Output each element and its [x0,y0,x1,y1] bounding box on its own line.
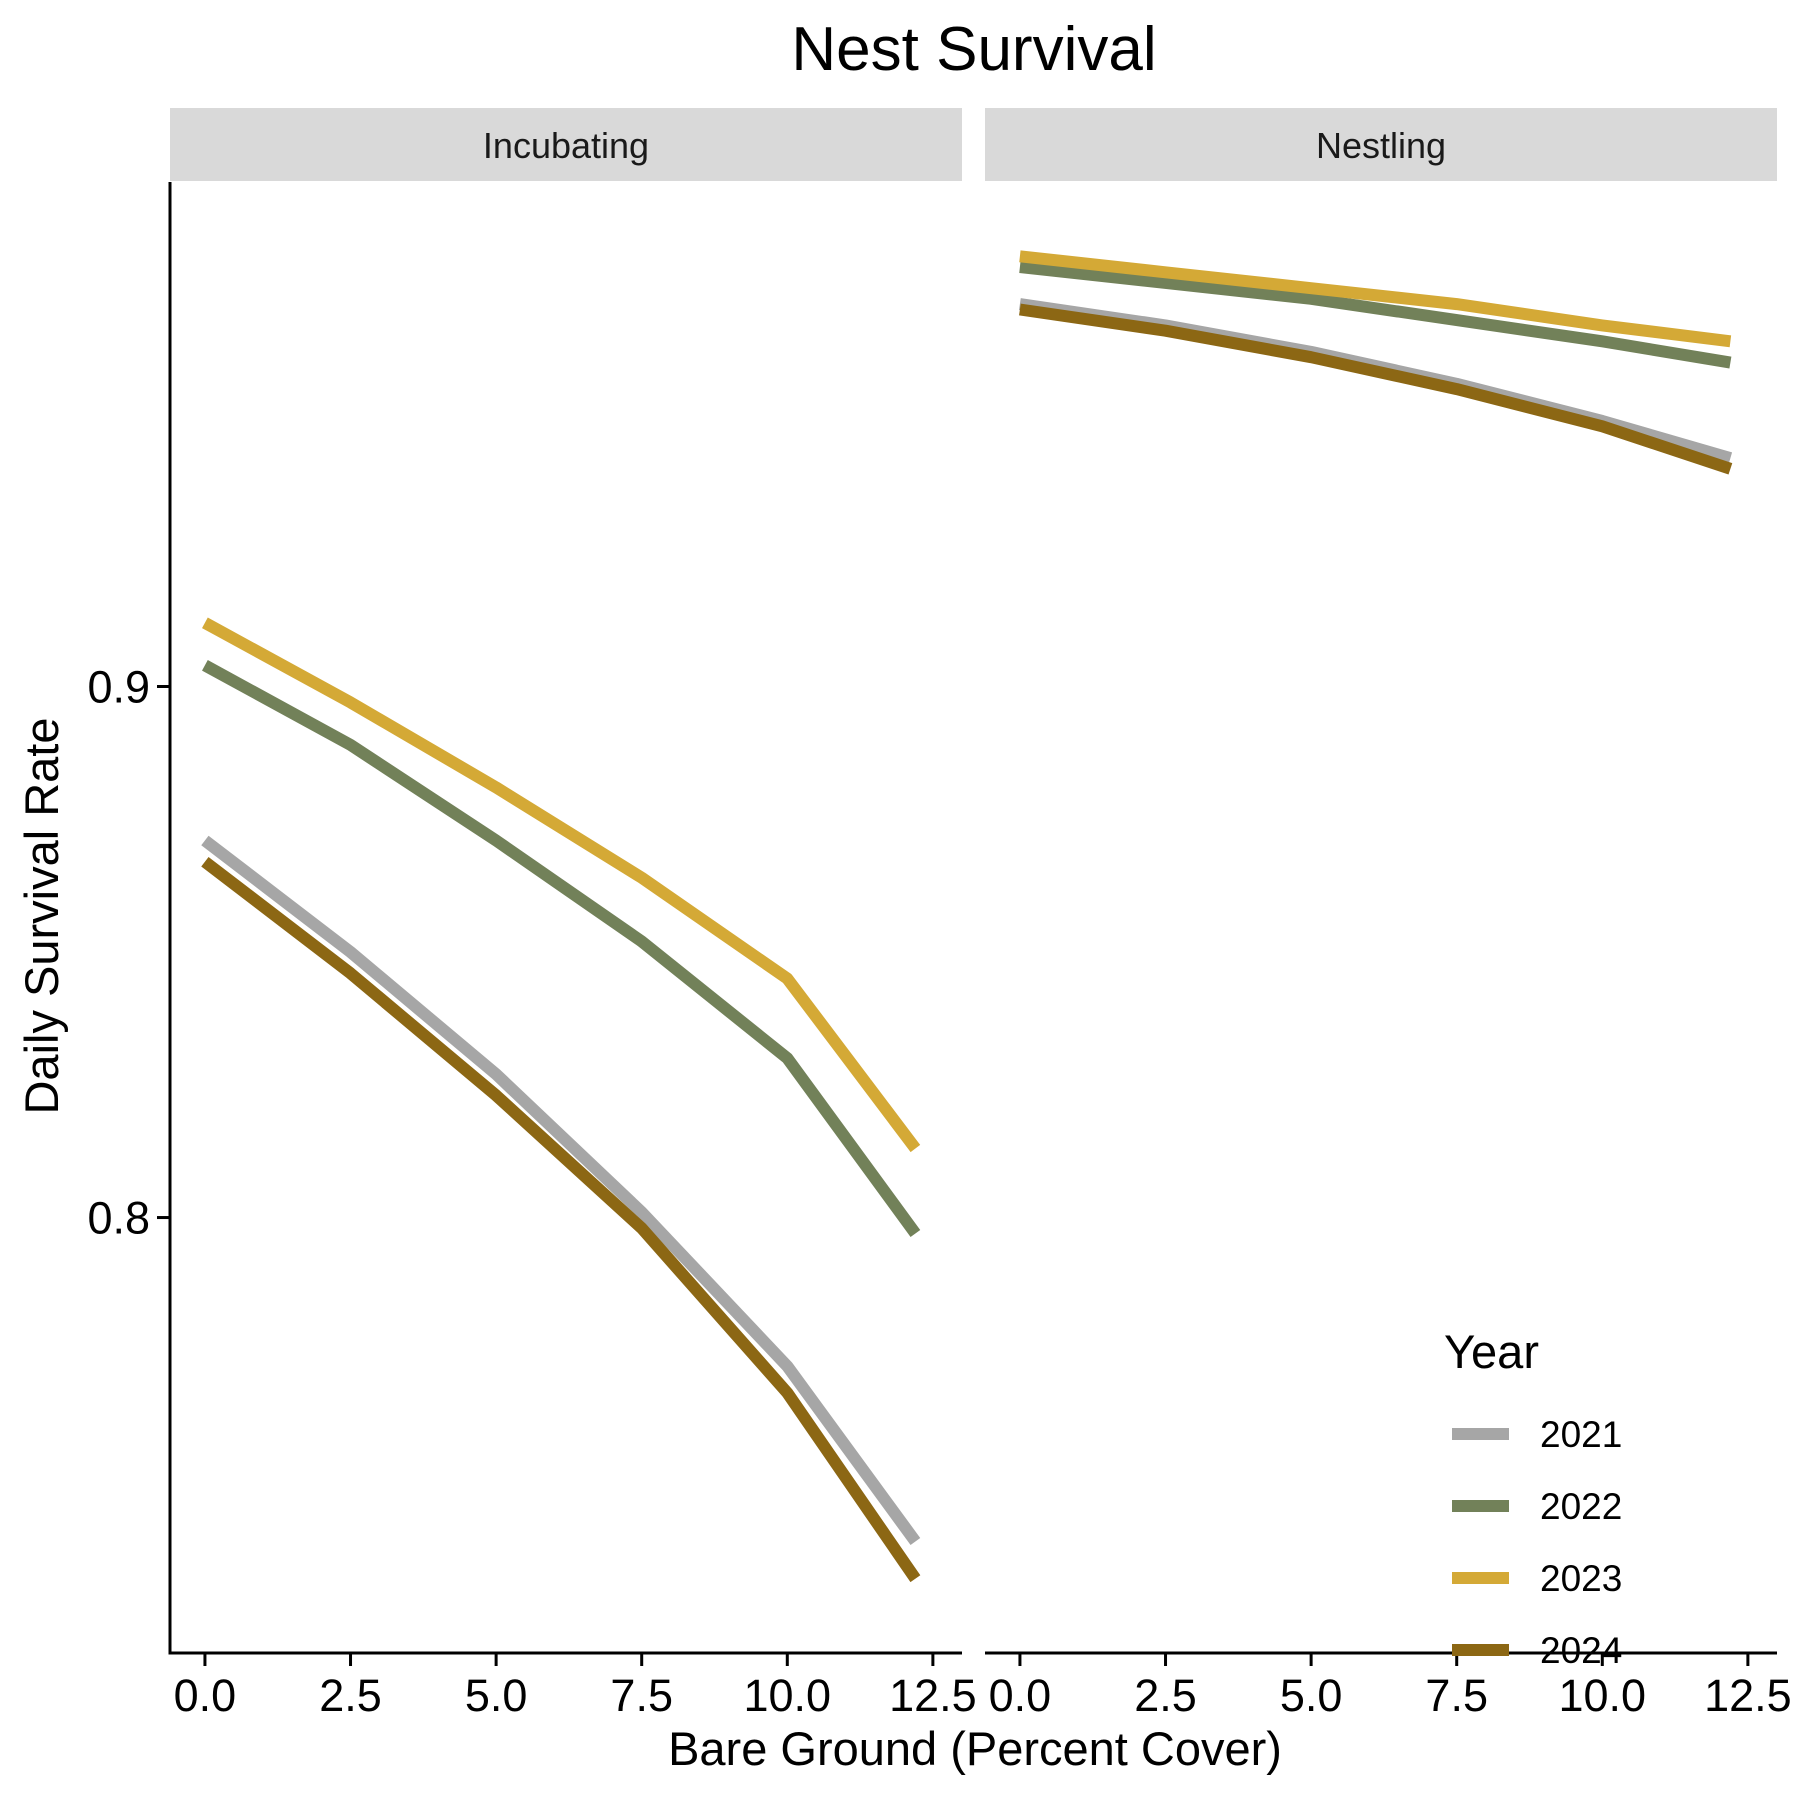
legend-item-2022: 2022 [1452,1486,1622,1527]
legend: Year 2021 2022 2023 2024 [1444,1325,1622,1671]
series-line-2022 [1019,261,1732,369]
facet-panel-nestling: Nestling 0.0 2.5 5.0 7.5 10.0 12.5 [985,108,1792,1721]
legend-title: Year [1444,1325,1539,1378]
legend-item-2024: 2024 [1452,1630,1622,1671]
x-tick-label: 12.5 [1704,1670,1792,1721]
facet-strip-label: Nestling [1316,125,1446,166]
x-axis-title: Bare Ground (Percent Cover) [668,1722,1282,1775]
facet-panels: Incubating 0.0 2.5 5.0 7.5 10.0 12.5 0.8 0.9 Nest… [87,108,1792,1721]
facet-panel-incubating: Incubating 0.0 2.5 5.0 7.5 10.0 12.5 0.8 0.9 [87,108,977,1721]
legend-label-2022: 2022 [1540,1486,1622,1527]
x-tick-label: 10.0 [743,1670,831,1721]
legend-item-2021: 2021 [1452,1414,1622,1455]
x-tick-label: 7.5 [1425,1670,1488,1721]
x-tick-label: 12.5 [889,1670,977,1721]
y-axis-title: Daily Survival Rate [15,717,68,1114]
series-line-2022 [202,660,921,1238]
x-tick-label: 5.0 [465,1670,528,1721]
x-tick-label: 0.0 [989,1670,1052,1721]
facet-strip-label: Incubating [483,125,649,166]
x-tick-label: 2.5 [319,1670,382,1721]
x-tick-label: 10.0 [1558,1670,1646,1721]
series-line-2023 [1019,250,1732,348]
y-tick-label: 0.8 [87,1193,150,1244]
series-line-2021 [201,835,921,1546]
legend-label-2021: 2021 [1540,1414,1622,1455]
series-line-2024 [1019,303,1733,475]
chart-title: Nest Survival [791,15,1156,84]
legend-item-2023: 2023 [1452,1558,1622,1599]
x-tick-label: 7.5 [610,1670,673,1721]
legend-label-2023: 2023 [1540,1558,1622,1599]
x-tick-label: 0.0 [174,1670,237,1721]
x-tick-label: 5.0 [1280,1670,1343,1721]
series-line-2023 [202,617,921,1153]
y-tick-label: 0.9 [87,661,150,712]
facet-strip [170,108,962,181]
facet-strip [985,108,1777,181]
x-tick-label: 2.5 [1134,1670,1197,1721]
series-line-2024 [201,856,921,1583]
legend-label-2024: 2024 [1540,1630,1622,1671]
